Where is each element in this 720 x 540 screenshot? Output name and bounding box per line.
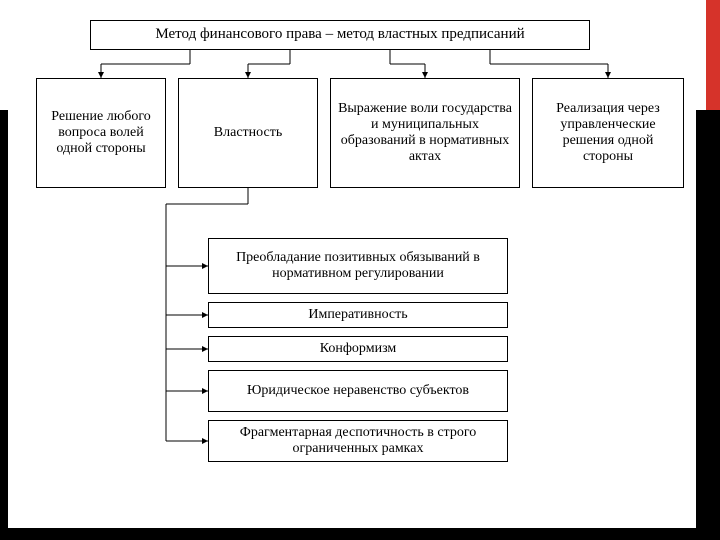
sub-box-1: Императивность — [208, 302, 508, 328]
top-box-2: Выражение воли государства и муниципальн… — [330, 78, 520, 188]
sub-box-2: Конформизм — [208, 336, 508, 362]
title-box: Метод финансового права – метод властных… — [90, 20, 590, 50]
top-box-3: Реализация через управленческие решения … — [532, 78, 684, 188]
accent-stripe-red — [706, 0, 720, 110]
top-box-1: Властность — [178, 78, 318, 188]
sub-box-4: Фрагментарная деспотичность в строго огр… — [208, 420, 508, 462]
diagram-canvas: Метод финансового права – метод властных… — [8, 0, 696, 528]
sub-box-3: Юридическое неравенство субъектов — [208, 370, 508, 412]
sub-box-0: Преобладание позитивных обязываний в нор… — [208, 238, 508, 294]
top-box-0: Решение любого вопроса волей одной сторо… — [36, 78, 166, 188]
